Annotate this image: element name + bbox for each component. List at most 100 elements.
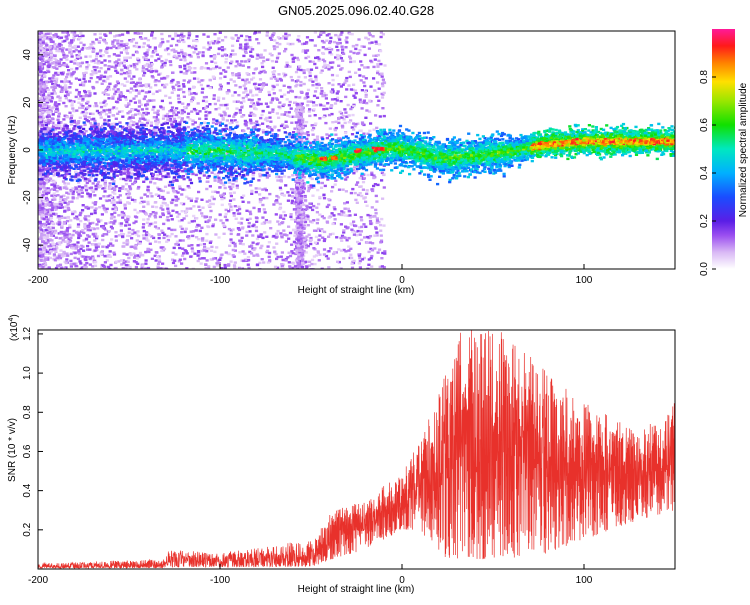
spectrogram-cell [126, 89, 130, 92]
spectrogram-cell [370, 265, 374, 268]
spectrogram-cell [229, 232, 233, 236]
spectrogram-cell [145, 103, 150, 106]
spectrogram-cell [266, 105, 270, 108]
spectrogram-cell [331, 121, 335, 124]
spectrogram-cell [62, 236, 67, 239]
spectrogram-cell [42, 233, 46, 237]
spectrogram-cell [99, 74, 103, 77]
spectrogram-cell [247, 58, 251, 61]
spectrogram-cell [48, 248, 52, 251]
spectrogram-cell [238, 174, 242, 177]
spectrogram-cell [351, 168, 356, 172]
spectrogram-cell [80, 61, 85, 64]
spectrogram-cell [74, 170, 78, 173]
spectrogram-cell [222, 134, 226, 137]
spectrogram-cell [252, 254, 256, 257]
spectrogram-cell [375, 95, 379, 98]
spectrogram-cell [54, 229, 58, 233]
spectrogram-cell [65, 230, 69, 233]
spectrogram-cell [49, 121, 53, 124]
spectrogram-cell [270, 98, 274, 102]
spectrogram-cell [107, 265, 111, 269]
spectrogram-cell [48, 226, 52, 229]
spectrogram-cell [352, 128, 356, 131]
spectrogram-cell [280, 236, 284, 239]
spectrogram-cell [343, 207, 347, 210]
spectrogram-cell [52, 245, 56, 249]
spectrogram-cell [286, 114, 290, 117]
spectrogram-cell [231, 72, 235, 75]
spectrogram-cell [336, 49, 340, 52]
spectrogram-cell [78, 37, 82, 40]
spectrogram-cell [123, 96, 128, 99]
spectrogram-cell [266, 261, 270, 264]
spectrogram-cell [340, 45, 344, 48]
spectrogram-cell [74, 177, 78, 180]
spectrogram-cell [147, 234, 152, 237]
spectrogram-cell [296, 68, 300, 71]
spectrogram-cell [198, 110, 202, 113]
spectrogram-cell [229, 53, 233, 56]
spectrogram-cell [78, 213, 82, 217]
spectrogram-cell [106, 165, 110, 168]
spectrogram-cell [240, 196, 244, 199]
spectrogram-cell [257, 31, 261, 34]
spectrogram-cell [38, 265, 42, 268]
spectrogram-cell [133, 200, 137, 203]
spectrogram-cell [218, 77, 223, 80]
spectrogram-cell [73, 139, 77, 143]
spectrogram-cell [358, 192, 362, 195]
spectrogram-cell [44, 215, 48, 219]
spectrogram-cell [319, 176, 323, 179]
spectrogram-cell [88, 186, 92, 190]
spectrogram-cell [42, 260, 47, 263]
spectrogram-cell [254, 190, 258, 194]
spectrogram-cell [238, 242, 242, 245]
spectrogram-cell [311, 60, 315, 63]
spectrogram-cell [333, 102, 338, 105]
spectrogram-cell [325, 107, 329, 111]
spectrogram-cell [43, 262, 47, 265]
spectrogram-cell [339, 112, 344, 115]
spectrogram-cell [381, 251, 385, 255]
spectrogram-cell [68, 224, 72, 227]
spectrogram-cell [125, 239, 129, 242]
spectrogram-cell [47, 91, 51, 95]
spectrogram-cell [336, 96, 340, 99]
spectrogram-cell [191, 123, 195, 126]
spectrogram-cell [93, 105, 97, 108]
spectrogram-cell [244, 47, 248, 51]
spectrogram-cell [68, 45, 72, 48]
spectrogram-cell [255, 242, 259, 246]
spectrogram-cell [161, 83, 165, 87]
spectrogram-cell [197, 253, 201, 256]
spectrogram-cell [202, 96, 206, 99]
spectrogram-cell [127, 102, 131, 105]
spectrogram-cell [308, 260, 312, 263]
spectrogram-cell [51, 76, 55, 80]
spectrogram-cell [231, 37, 235, 40]
spectrogram-cell [121, 233, 126, 236]
spectrogram-cell [319, 186, 324, 189]
spectrogram-cell [233, 245, 237, 248]
spectrogram-cell [352, 172, 356, 175]
spectrogram-cell [74, 265, 78, 268]
spectrogram-cell [97, 170, 101, 173]
spectrogram-cell [308, 141, 312, 145]
spectrogram-cell [150, 257, 154, 260]
spectrogram-cell [223, 75, 227, 78]
spectrogram-cell [174, 195, 178, 199]
spectrogram-cell [67, 41, 72, 45]
spectrogram-cell [146, 202, 150, 206]
spectrogram-cell [224, 127, 228, 130]
spectrogram-cell [69, 236, 73, 239]
spectrogram-cell [92, 227, 96, 231]
spectrogram-cell [246, 46, 250, 49]
spectrogram-cell [182, 252, 186, 255]
spectrogram-cell [46, 234, 50, 238]
spectrogram-cell [250, 252, 254, 255]
spectrogram-cell [172, 190, 176, 194]
spectrogram-cell [113, 188, 117, 192]
spectrogram-cell [209, 240, 213, 243]
spectrogram-cell [207, 204, 211, 207]
